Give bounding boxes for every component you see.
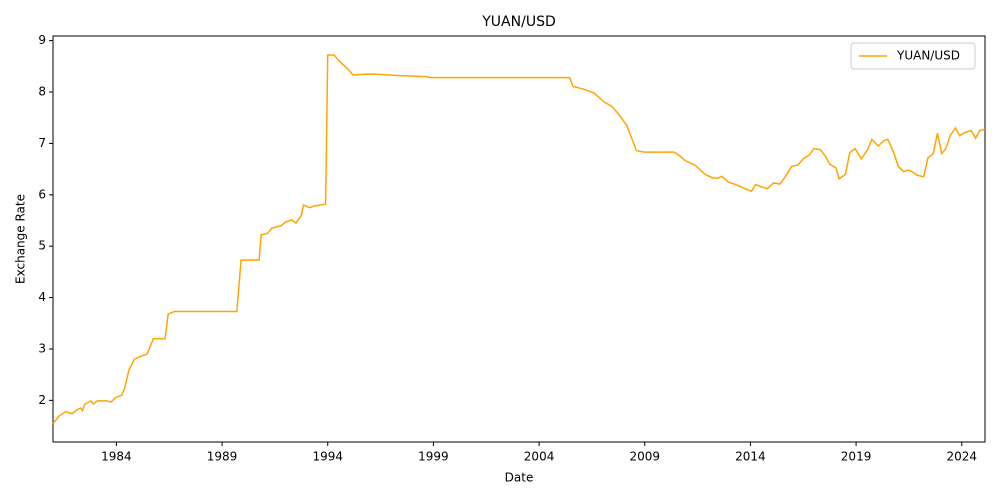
x-tick-label: 1999 (418, 450, 449, 464)
y-tick-label: 3 (38, 341, 46, 355)
x-tick-label: 1989 (207, 450, 238, 464)
y-tick-label: 7 (38, 136, 46, 150)
legend-label: YUAN/USD (896, 49, 960, 63)
y-tick-label: 8 (38, 85, 46, 99)
x-tick-label: 2019 (841, 450, 872, 464)
data-line (52, 54, 986, 424)
x-tick-label: 2009 (629, 450, 660, 464)
x-tick-label: 1984 (101, 450, 132, 464)
x-tick-label: 2004 (524, 450, 555, 464)
chart-title: YUAN/USD (481, 14, 555, 30)
y-tick-label: 4 (38, 290, 46, 304)
x-tick-label: 2024 (946, 450, 977, 464)
x-axis-label: Date (505, 471, 534, 485)
legend-box (850, 42, 976, 70)
y-axis-label: Exchange Rate (14, 194, 28, 284)
y-tick-label: 5 (38, 239, 46, 253)
y-tick-label: 9 (38, 33, 46, 47)
y-tick-label: 2 (38, 393, 46, 407)
plot-frame (52, 35, 986, 443)
x-tick-label: 1994 (312, 450, 343, 464)
x-tick-label: 2014 (735, 450, 766, 464)
y-tick-label: 6 (38, 187, 46, 201)
